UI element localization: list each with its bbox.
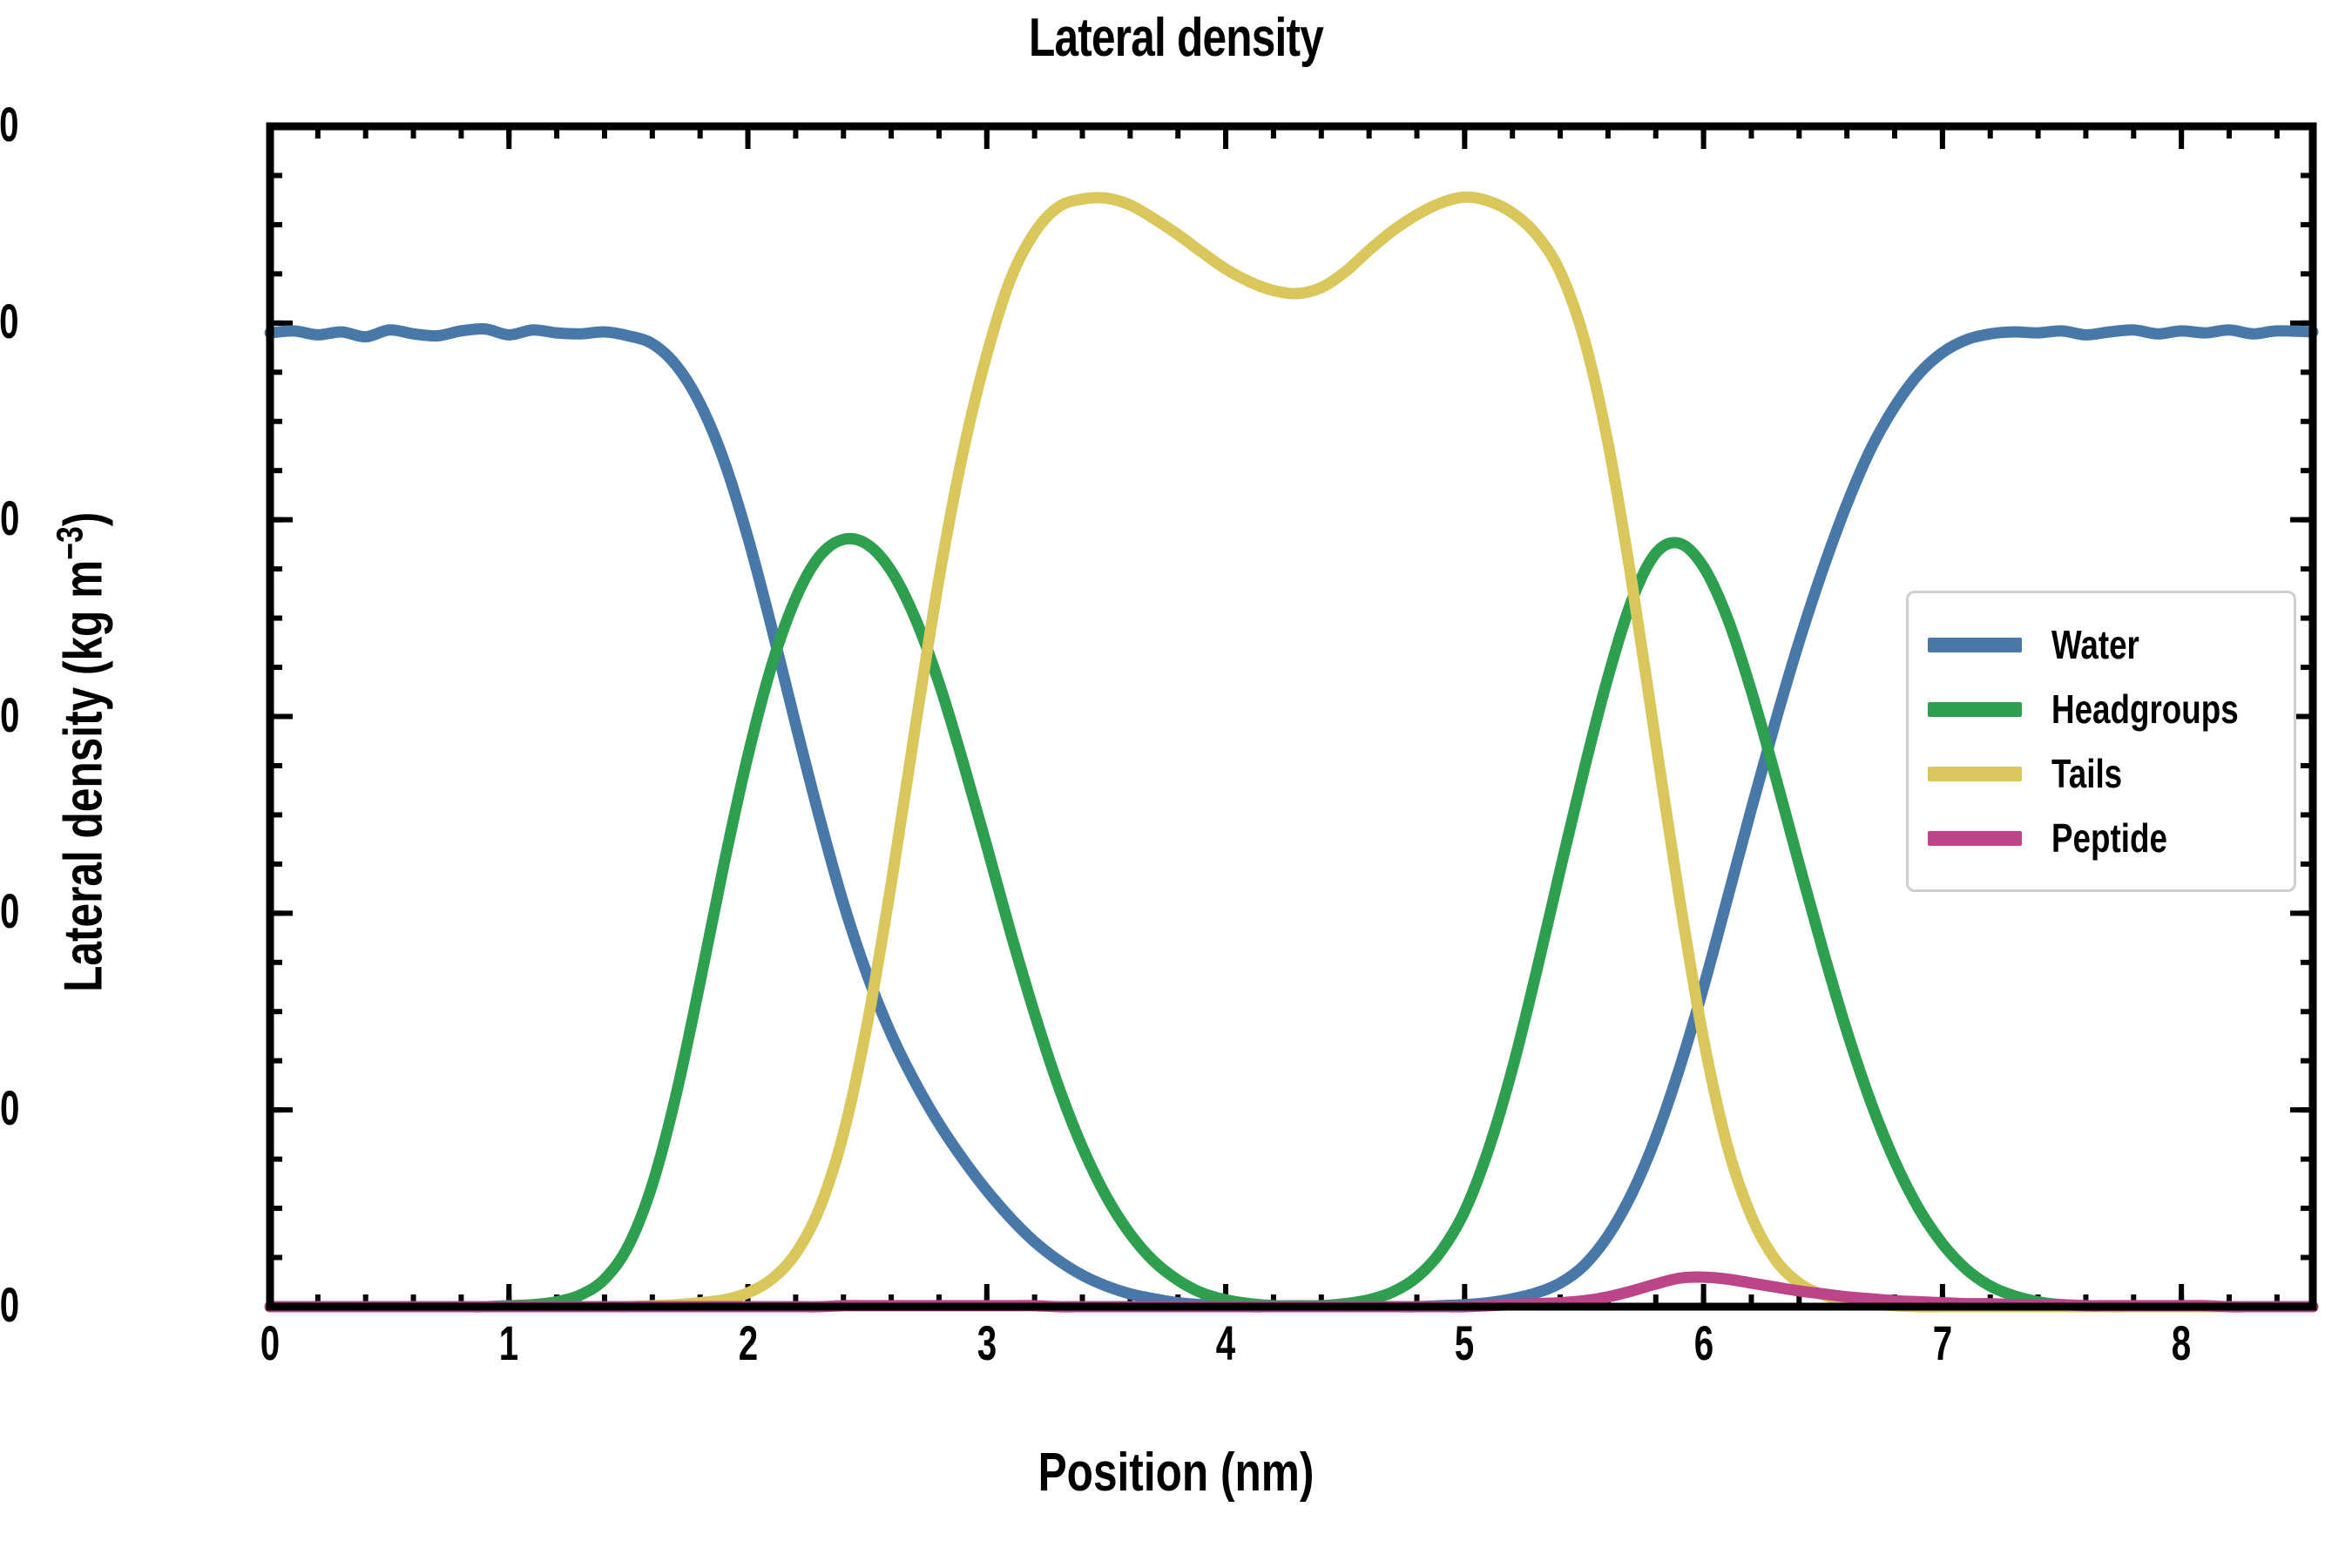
legend-item-tails[interactable]: Tails [1928, 741, 2276, 806]
y-axis-label: Lateral density (kg m−3) [49, 511, 114, 992]
x-tick-label: 7 [1932, 1315, 1953, 1370]
y-tick-label: 600 [0, 686, 19, 742]
x-tick-label: 6 [1693, 1315, 1713, 1370]
legend-item-label: Headgroups [2051, 686, 2239, 732]
x-tick-label: 3 [977, 1315, 997, 1370]
page-title: Lateral density [1028, 8, 1324, 68]
legend-item-water[interactable]: Water [1928, 612, 2276, 677]
legend-item-label: Peptide [2051, 815, 2167, 861]
x-axis-label: Position (nm) [1037, 1443, 1315, 1503]
legend-item-headgroups[interactable]: Headgroups [1928, 677, 2276, 741]
chart-legend[interactable]: Water Headgroups Tails Peptide [1906, 591, 2296, 892]
legend-swatch-icon [1928, 701, 2022, 717]
legend-item-label: Water [2051, 622, 2139, 667]
legend-item-label: Tails [2051, 751, 2123, 796]
x-tick-label: 1 [499, 1315, 519, 1370]
y-tick-label: 400 [0, 883, 19, 939]
legend-item-peptide[interactable]: Peptide [1928, 806, 2276, 870]
x-tick-label: 0 [260, 1315, 280, 1370]
plot-svg [264, 122, 2319, 1313]
y-tick-label: 1200 [0, 97, 19, 152]
plot-area [264, 122, 2319, 1313]
y-tick-label: 0 [0, 1277, 19, 1332]
x-tick-label: 5 [1455, 1315, 1475, 1370]
y-tick-label: 200 [0, 1080, 19, 1136]
x-tick-label: 2 [738, 1315, 758, 1370]
y-tick-label: 1000 [0, 293, 19, 348]
legend-swatch-icon [1928, 766, 2022, 781]
x-tick-label: 4 [1215, 1315, 1236, 1370]
y-tick-label: 800 [0, 490, 19, 545]
x-tick-label: 8 [2171, 1315, 2192, 1370]
legend-swatch-icon [1928, 830, 2022, 846]
axes-frame [266, 122, 2317, 1311]
legend-swatch-icon [1928, 637, 2022, 652]
